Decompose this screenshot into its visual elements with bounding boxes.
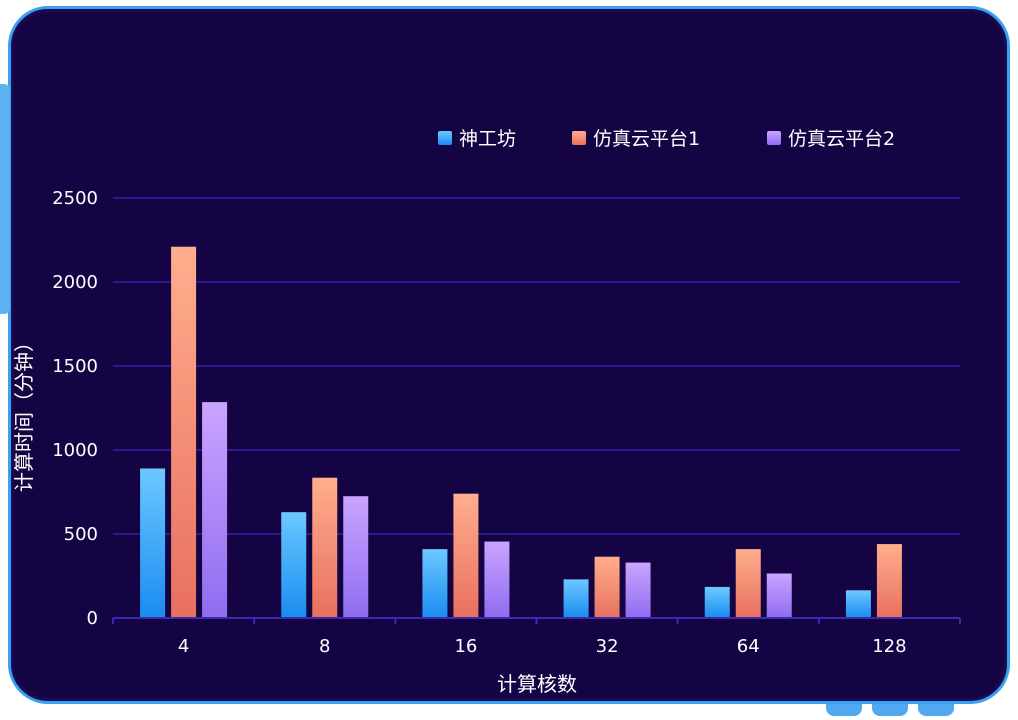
bar-2-64[interactable] [735, 549, 761, 618]
bar-2-128[interactable] [876, 544, 902, 618]
y-tick-label: 1500 [52, 356, 98, 377]
bar-2-8[interactable] [312, 477, 338, 618]
y-tick-label: 1000 [52, 440, 98, 461]
bar-1-64[interactable] [704, 586, 730, 618]
x-tick-label: 16 [454, 636, 477, 657]
legend-label[interactable]: 神工坊 [459, 128, 516, 150]
legend-swatch[interactable] [572, 131, 586, 145]
bar-1-32[interactable] [563, 579, 589, 618]
bar-1-4[interactable] [140, 468, 166, 618]
y-tick-label: 2500 [52, 188, 98, 209]
bar-2-32[interactable] [594, 556, 620, 618]
x-tick-label: 128 [872, 636, 906, 657]
side-tab [0, 84, 10, 314]
legend-swatch[interactable] [438, 131, 452, 145]
bar-3-64[interactable] [766, 573, 792, 618]
legend-swatch[interactable] [767, 131, 781, 145]
y-tick-label: 500 [64, 524, 98, 545]
bar-1-128[interactable] [845, 590, 871, 618]
bar-3-32[interactable] [625, 562, 651, 618]
y-tick-label: 2000 [52, 272, 98, 293]
bar-3-8[interactable] [343, 496, 369, 618]
x-axis-title: 计算核数 [497, 672, 577, 696]
legend-label[interactable]: 仿真云平台1 [593, 128, 700, 150]
bar-2-16[interactable] [453, 493, 479, 618]
y-tick-label: 0 [87, 608, 98, 629]
x-tick-label: 8 [319, 636, 330, 657]
bar-3-4[interactable] [202, 402, 228, 618]
bar-1-16[interactable] [422, 549, 448, 618]
x-tick-label: 4 [178, 636, 189, 657]
bottom-tab [826, 704, 862, 716]
x-tick-label: 32 [596, 636, 619, 657]
bar-3-16[interactable] [484, 541, 510, 618]
x-tick-label: 64 [737, 636, 760, 657]
bar-1-8[interactable] [281, 512, 307, 618]
legend-label[interactable]: 仿真云平台2 [788, 128, 895, 150]
bar-2-4[interactable] [171, 246, 197, 618]
bottom-tab [918, 704, 954, 716]
bottom-tab [872, 704, 908, 716]
y-axis-title: 计算时间（分钟） [12, 332, 36, 492]
